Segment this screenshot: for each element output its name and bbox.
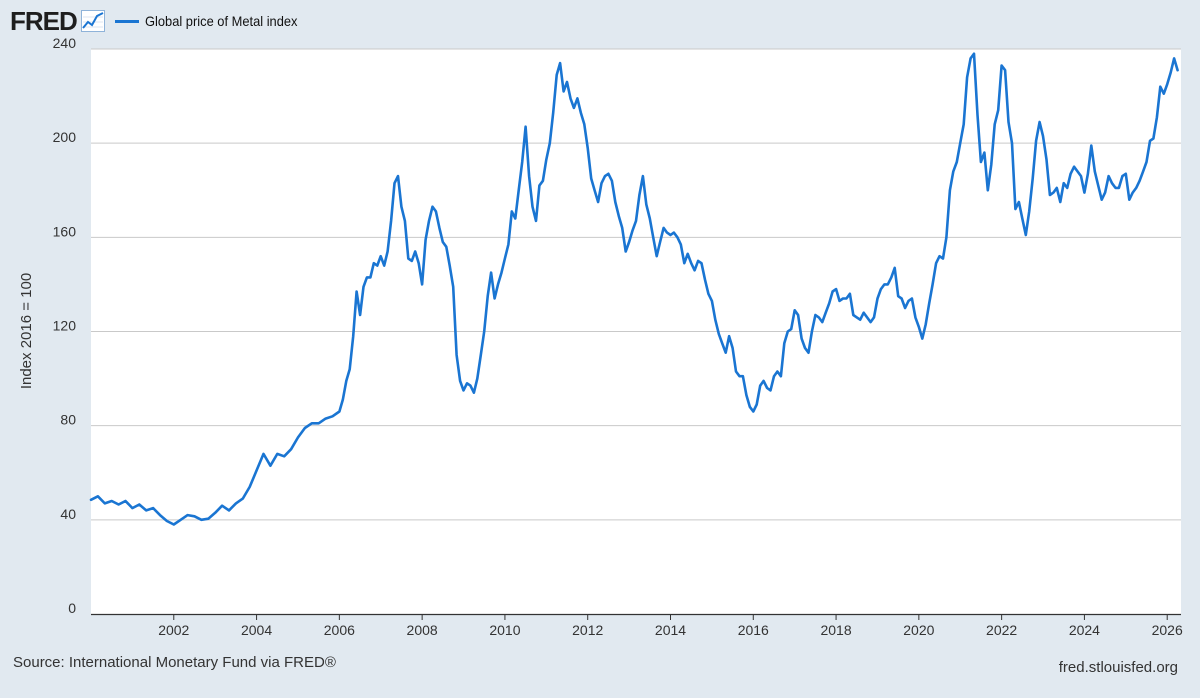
y-tick-label: 160 [53, 223, 77, 239]
legend-swatch [114, 19, 139, 23]
x-tick-label: 2022 [986, 622, 1017, 638]
series-layer [89, 52, 1179, 526]
y-tick-label: 240 [53, 35, 77, 51]
fred-wordmark: FRED [10, 6, 78, 36]
grid-lines [91, 48, 1181, 521]
x-tick-label: 2006 [324, 622, 355, 638]
x-tick-label: 2010 [489, 622, 520, 638]
fred-logo[interactable]: FRED [10, 8, 105, 34]
y-axis-ticks: 0 40 80 120 160 200 240 [53, 35, 77, 616]
x-tick-label: 2020 [903, 622, 934, 638]
x-tick-label: 2004 [241, 622, 272, 638]
y-tick-label: 200 [53, 129, 77, 145]
legend[interactable]: Global price of Metal index [114, 13, 311, 29]
x-tick-label: 2014 [655, 622, 686, 638]
x-tick-label: 2016 [738, 622, 769, 638]
x-tick-label: 2008 [407, 622, 438, 638]
source-note: Source: International Monetary Fund via … [13, 654, 336, 671]
x-tick-label: 2012 [572, 622, 603, 638]
y-tick-label: 120 [53, 318, 77, 334]
y-tick-label: 80 [60, 412, 76, 428]
x-tick-label: 2024 [1069, 622, 1100, 638]
header: FRED Global price of Metal index [10, 6, 311, 36]
series-line-0[interactable] [89, 52, 1179, 526]
x-axis-ticks: 2002 2004 2006 2008 2010 2012 2014 2016 2018 2020… [158, 614, 1183, 638]
x-tick-label: 2026 [1152, 622, 1183, 638]
y-tick-label: 0 [68, 600, 76, 616]
y-axis-title: Index 2016 = 100 [18, 273, 35, 389]
x-tick-label: 2018 [820, 622, 851, 638]
line-chart-icon [80, 10, 105, 32]
site-credit[interactable]: fred.stlouisfed.org [1058, 659, 1178, 676]
y-tick-label: 40 [60, 506, 76, 522]
x-tick-label: 2002 [158, 622, 189, 638]
legend-label: Global price of Metal index [144, 13, 298, 29]
